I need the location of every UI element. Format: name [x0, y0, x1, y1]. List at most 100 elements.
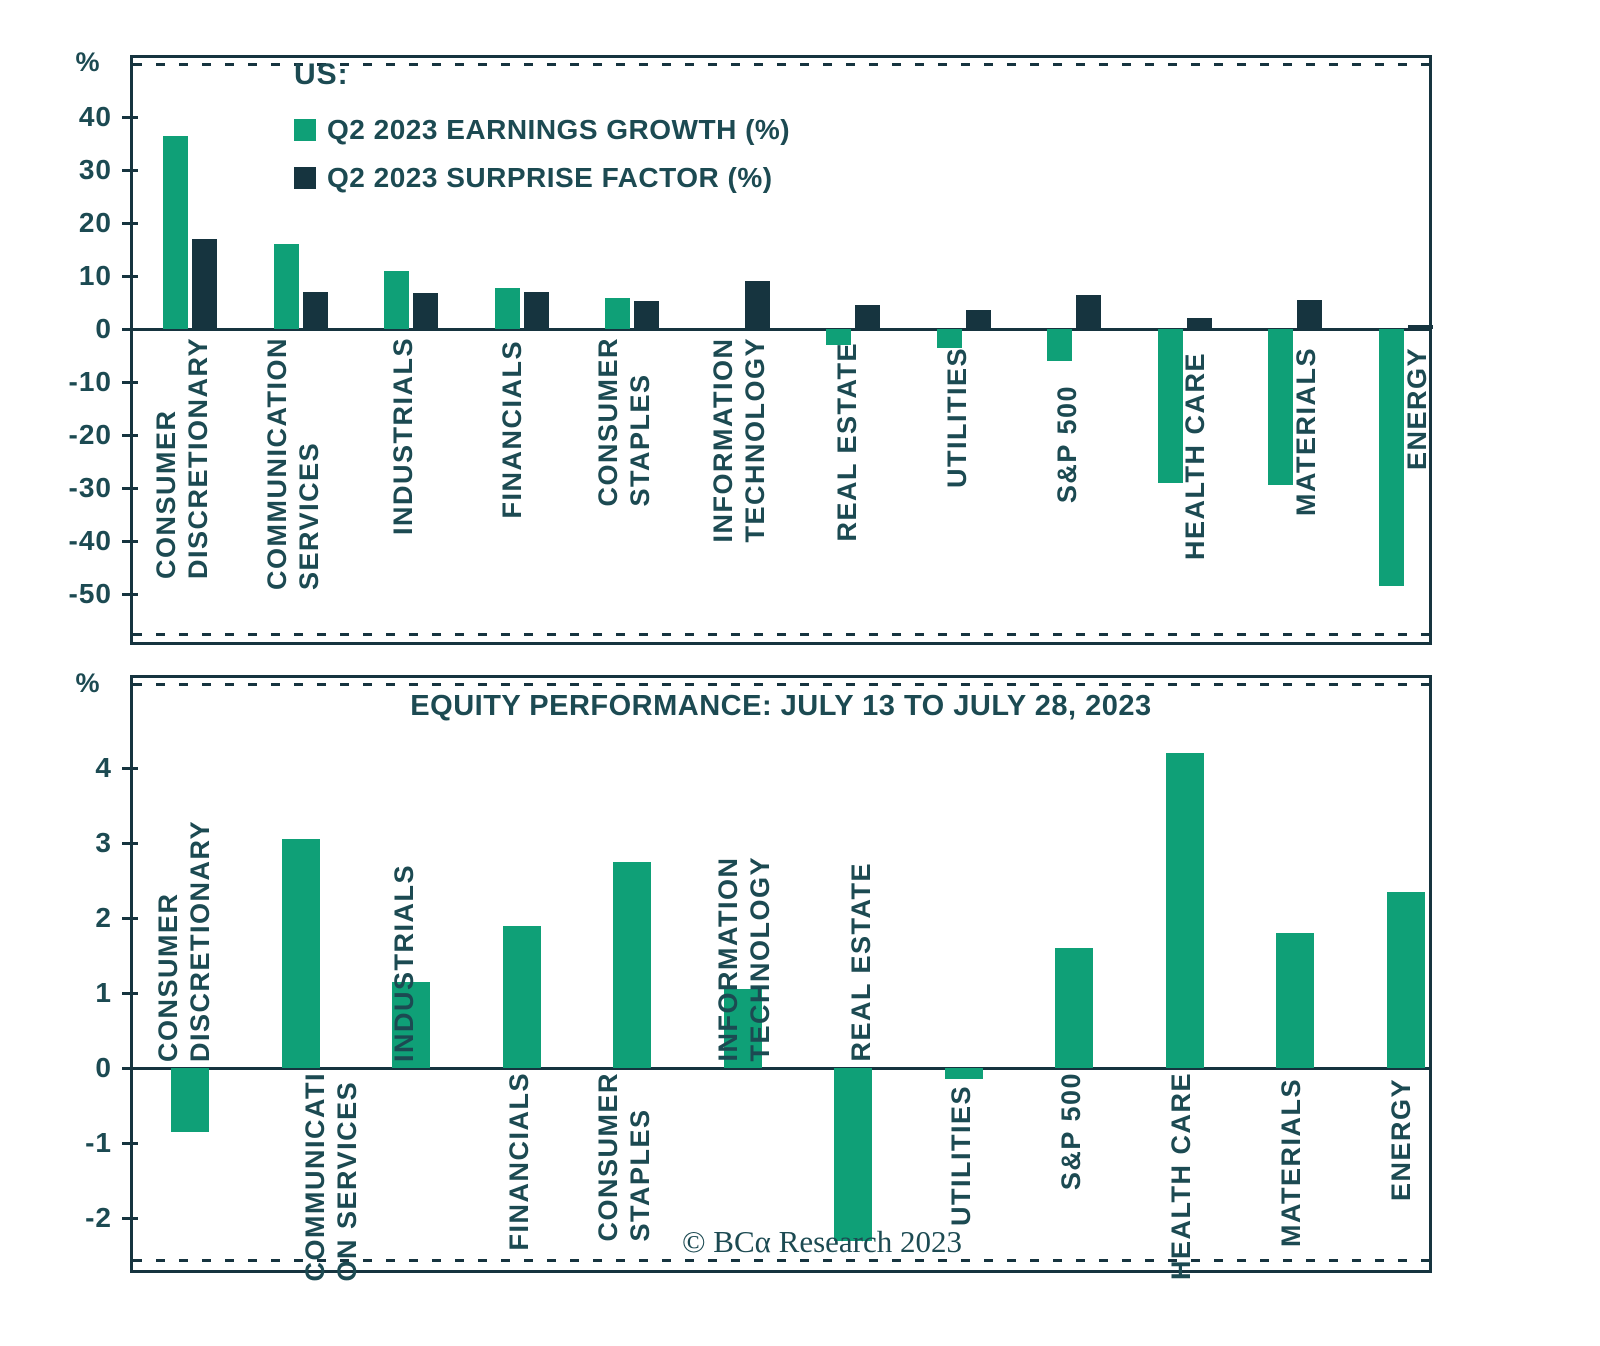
y-tick-mark--40: [122, 539, 138, 543]
y-tick-mark--2: [122, 1216, 138, 1220]
bar-equity-performance-july-13-to-july-28-2023-industrials: [392, 981, 430, 1068]
y-tick-label--40: -40: [68, 525, 112, 556]
legend-label-earnings-growth: Q2 2023 EARNINGS GROWTH (%): [327, 114, 791, 145]
category-label-energy: ENERGY: [1402, 347, 1433, 471]
category-label-consumer-staples: CONSUMER STAPLES: [593, 1072, 655, 1242]
bar-equity-performance-july-13-to-july-28-2023-financials: [502, 925, 541, 1068]
bar-equity-performance-july-13-to-july-28-2023-s-p-500: [1055, 948, 1093, 1068]
y-tick-mark--50: [122, 592, 138, 596]
y-tick-label--50: -50: [68, 578, 112, 609]
y-tick-mark-40: [122, 115, 138, 119]
bar-q2-2023-earnings-growth-consumer-discretionary: [163, 136, 188, 329]
top-chart-zero-axis: [133, 327, 1429, 331]
bottom-chart-frame: [130, 675, 1432, 1273]
top-chart-frame: [130, 55, 1432, 645]
bottom-chart-zero-axis: [133, 1066, 1429, 1070]
category-label-financials: FINANCIALS: [504, 1072, 535, 1251]
y-tick-mark-0: [122, 327, 138, 331]
y-tick-label--2: -2: [85, 1202, 112, 1233]
bar-q2-2023-surprise-factor-industrials: [413, 292, 438, 329]
bar-q2-2023-surprise-factor-materials: [1297, 299, 1322, 329]
category-label-communication-services: COMMUNICATION SERVICES: [262, 337, 324, 590]
bar-equity-performance-july-13-to-july-28-2023-energy: [1386, 891, 1425, 1068]
y-tick-mark--30: [122, 486, 138, 490]
top-chart-inner-dash-bottom: [133, 633, 1429, 636]
bar-equity-performance-july-13-to-july-28-2023-utilities: [944, 1068, 983, 1080]
category-label-consumer-staples: CONSUMER STAPLES: [593, 337, 655, 507]
bar-q2-2023-earnings-growth-consumer-staples: [605, 298, 630, 329]
category-label-utilities: UTILITIES: [942, 347, 973, 488]
category-label-real-estate: REAL ESTATE: [832, 342, 863, 542]
y-tick-label-30: 30: [78, 154, 112, 185]
category-label-industrials: INDUSTRIALS: [389, 864, 420, 1062]
top-chart-legend: US: Q2 2023 EARNINGS GROWTH (%) Q2 2023 …: [294, 58, 790, 194]
bar-equity-performance-july-13-to-july-28-2023-information-technology: [723, 989, 762, 1068]
y-tick-label-1: 1: [95, 977, 112, 1008]
bar-equity-performance-july-13-to-july-28-2023-consumer-discretionary: [171, 1068, 209, 1132]
bar-q2-2023-earnings-growth-health-care: [1157, 329, 1183, 483]
y-tick-mark-1: [122, 991, 138, 995]
category-label-information-technology: INFORMATION TECHNOLOGY: [708, 337, 770, 543]
y-tick-label--30: -30: [68, 472, 112, 503]
y-tick-label--20: -20: [68, 419, 112, 450]
bar-q2-2023-earnings-growth-real-estate: [826, 329, 851, 345]
category-label-communication-services: COMMUNICATI ON SERVICES: [300, 1072, 362, 1282]
surprise-factor-swatch-icon: [294, 167, 316, 189]
category-label-financials: FINANCIALS: [497, 340, 528, 519]
category-label-consumer-discretionary: CONSUMER DISCRETIONARY: [151, 337, 213, 580]
bottom-chart-title: EQUITY PERFORMANCE: JULY 13 TO JULY 28, …: [410, 690, 1152, 722]
y-tick-label--10: -10: [68, 366, 112, 397]
y-tick-mark-10: [122, 274, 138, 278]
bar-q2-2023-earnings-growth-materials: [1268, 329, 1293, 486]
y-tick-label-0: 0: [95, 313, 112, 344]
bar-q2-2023-surprise-factor-information-technology: [744, 281, 770, 329]
category-label-s-p-500: S&P 500: [1052, 385, 1083, 504]
y-tick-label-10: 10: [78, 260, 112, 291]
legend-title: US:: [294, 58, 349, 91]
category-label-health-care: HEALTH CARE: [1166, 1072, 1197, 1280]
category-label-consumer-discretionary: CONSUMER DISCRETIONARY: [153, 819, 215, 1062]
bar-q2-2023-surprise-factor-utilities: [965, 310, 991, 329]
category-label-energy: ENERGY: [1386, 1078, 1417, 1202]
bar-equity-performance-july-13-to-july-28-2023-communication-services: [281, 839, 320, 1068]
bar-q2-2023-surprise-factor-health-care: [1186, 318, 1212, 329]
copyright-text: © BCα Research 2023: [682, 1224, 962, 1259]
y-tick-mark-2: [122, 916, 138, 920]
earnings-growth-swatch-icon: [294, 119, 316, 141]
y-tick-label-3: 3: [95, 827, 112, 858]
y-tick-mark-3: [122, 841, 138, 845]
bar-equity-performance-july-13-to-july-28-2023-consumer-staples: [613, 861, 651, 1068]
y-tick-mark-4: [122, 766, 138, 770]
category-label-s-p-500: S&P 500: [1056, 1072, 1087, 1191]
legend-item-earnings-growth: Q2 2023 EARNINGS GROWTH (%): [294, 114, 790, 146]
bar-q2-2023-earnings-growth-utilities: [936, 329, 962, 348]
y-tick-mark--20: [122, 433, 138, 437]
bottom-chart-inner-dash-top: [133, 683, 1429, 686]
bar-q2-2023-surprise-factor-energy: [1407, 324, 1433, 329]
y-tick-label-40: 40: [78, 101, 112, 132]
bar-q2-2023-earnings-growth-communication-services: [273, 244, 299, 329]
bottom-chart-inner-dash-bottom: [133, 1259, 1429, 1262]
top-chart-y-axis-unit: %: [75, 47, 101, 77]
y-tick-mark--1: [122, 1141, 138, 1145]
bar-equity-performance-july-13-to-july-28-2023-real-estate: [834, 1068, 872, 1241]
category-label-real-estate: REAL ESTATE: [846, 862, 877, 1062]
bar-q2-2023-earnings-growth-industrials: [384, 270, 409, 329]
category-label-utilities: UTILITIES: [946, 1085, 977, 1226]
bottom-chart-y-axis-unit: %: [75, 668, 101, 698]
y-tick-label-0: 0: [95, 1052, 112, 1083]
bar-q2-2023-surprise-factor-communication-services: [302, 291, 328, 329]
category-label-materials: MATERIALS: [1291, 347, 1322, 516]
bar-q2-2023-surprise-factor-real-estate: [855, 305, 880, 329]
bar-q2-2023-surprise-factor-financials: [523, 292, 549, 329]
category-label-information-technology: INFORMATION TECHNOLOGY: [713, 856, 775, 1062]
y-tick-label-4: 4: [95, 752, 112, 783]
bar-q2-2023-surprise-factor-consumer-discretionary: [192, 238, 217, 329]
y-tick-label-2: 2: [95, 902, 112, 933]
y-tick-label-20: 20: [78, 207, 112, 238]
bar-q2-2023-surprise-factor-s-p-500: [1076, 294, 1101, 329]
y-tick-mark-20: [122, 221, 138, 225]
bar-equity-performance-july-13-to-july-28-2023-health-care: [1165, 753, 1204, 1068]
category-label-health-care: HEALTH CARE: [1180, 352, 1211, 560]
